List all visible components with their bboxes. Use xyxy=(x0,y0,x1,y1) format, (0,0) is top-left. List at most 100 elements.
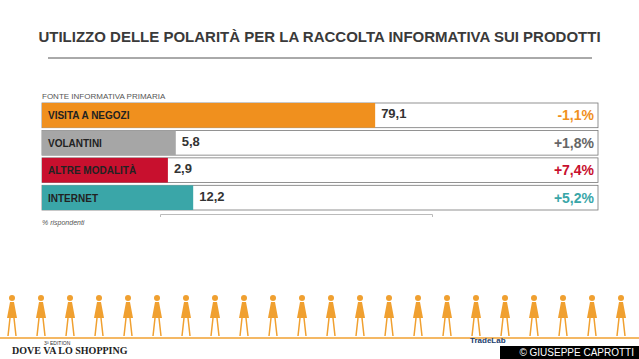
data-label: 12,2 xyxy=(199,189,224,204)
data-label: 2,9 xyxy=(174,161,192,176)
category-label: ALTRE MODALITÀ xyxy=(48,164,136,176)
silhouette-legs xyxy=(414,318,422,336)
silhouette-head xyxy=(560,295,566,301)
credit-box xyxy=(500,346,639,359)
silhouette-head xyxy=(531,295,537,301)
silhouette-body xyxy=(471,302,481,318)
silhouettes xyxy=(7,295,626,336)
silhouette-legs xyxy=(37,318,45,336)
title-rule xyxy=(48,58,592,59)
silhouette-head xyxy=(328,295,334,301)
silhouette-legs xyxy=(443,318,451,336)
silhouette-body xyxy=(123,302,133,318)
silhouette-body xyxy=(616,302,626,318)
silhouette-head xyxy=(9,295,15,301)
category-label: VISITA A NEGOZI xyxy=(48,110,130,121)
silhouette-body xyxy=(297,302,307,318)
rows xyxy=(42,103,598,210)
silhouette-body xyxy=(355,302,365,318)
silhouette-legs xyxy=(298,318,306,336)
chart: UTILIZZO DELLE POLARITÀ PER LA RACCOLTA … xyxy=(0,0,639,359)
silhouette-head xyxy=(154,295,160,301)
change-label: +1,8% xyxy=(554,135,595,151)
silhouette-head xyxy=(183,295,189,301)
category-label: INTERNET xyxy=(48,193,98,204)
silhouette-legs xyxy=(501,318,509,336)
x-axis xyxy=(161,215,433,218)
silhouette-legs xyxy=(153,318,161,336)
silhouette-legs xyxy=(530,318,538,336)
bars xyxy=(160,103,375,210)
silhouette-body xyxy=(239,302,249,318)
category-label: VOLANTINI xyxy=(48,138,102,149)
change-label: +5,2% xyxy=(554,190,595,206)
silhouette-legs xyxy=(124,318,132,336)
label-box xyxy=(42,130,160,155)
silhouette-head xyxy=(270,295,276,301)
silhouette-body xyxy=(94,302,104,318)
footer-brand: DOVE VA LO SHOPPING xyxy=(12,345,128,356)
bar xyxy=(160,103,375,128)
silhouette-head xyxy=(212,295,218,301)
silhouette-legs xyxy=(8,318,16,336)
silhouette-body xyxy=(384,302,394,318)
silhouette-body xyxy=(500,302,510,318)
silhouette-legs xyxy=(472,318,480,336)
row-frame xyxy=(42,185,598,210)
silhouette-head xyxy=(444,295,450,301)
silhouette-legs xyxy=(385,318,393,336)
silhouette-body xyxy=(326,302,336,318)
silhouette-legs xyxy=(182,318,190,336)
footer-rule xyxy=(0,337,639,339)
silhouette-body xyxy=(7,302,17,318)
silhouette-legs xyxy=(588,318,596,336)
silhouette-head xyxy=(589,295,595,301)
silhouette-body xyxy=(442,302,452,318)
row-frame xyxy=(42,103,598,128)
subtitle: FONTE INFORMATIVA PRIMARIA xyxy=(42,92,166,101)
row-frame xyxy=(42,130,598,155)
silhouette-legs xyxy=(95,318,103,336)
silhouette-head xyxy=(241,295,247,301)
silhouette-legs xyxy=(327,318,335,336)
bar xyxy=(160,130,176,155)
silhouette-body xyxy=(36,302,46,318)
label-box xyxy=(42,103,160,128)
footer-partner: TradeLab xyxy=(470,336,506,345)
silhouette-body xyxy=(210,302,220,318)
data-label: 5,8 xyxy=(182,134,200,149)
title: UTILIZZO DELLE POLARITÀ PER LA RACCOLTA … xyxy=(38,28,600,45)
note: % rispondenti xyxy=(42,219,85,227)
silhouette-body xyxy=(152,302,162,318)
silhouette-head xyxy=(386,295,392,301)
silhouette-body xyxy=(529,302,539,318)
silhouette-head xyxy=(96,295,102,301)
texts: VISITA A NEGOZI79,1-1,1%VOLANTINI5,8+1,8… xyxy=(48,106,595,205)
row-frame xyxy=(42,158,598,183)
silhouette-legs xyxy=(356,318,364,336)
silhouette-head xyxy=(357,295,363,301)
silhouette-head xyxy=(502,295,508,301)
silhouette-legs xyxy=(240,318,248,336)
silhouette-head xyxy=(67,295,73,301)
silhouette-head xyxy=(299,295,305,301)
change-label: +7,4% xyxy=(554,162,595,178)
footer-credit: © GIUSEPPE CAPROTTI xyxy=(519,347,634,358)
axis-line xyxy=(161,215,433,218)
silhouette-head xyxy=(618,295,624,301)
bar xyxy=(160,185,193,210)
data-label: 79,1 xyxy=(381,106,406,121)
silhouette-body xyxy=(65,302,75,318)
silhouette-head xyxy=(473,295,479,301)
silhouette-legs xyxy=(559,318,567,336)
silhouette-body xyxy=(181,302,191,318)
label-box xyxy=(42,158,160,183)
silhouette-body xyxy=(413,302,423,318)
label-box xyxy=(42,185,160,210)
silhouette-body xyxy=(268,302,278,318)
silhouette-body xyxy=(587,302,597,318)
silhouette-legs xyxy=(269,318,277,336)
bar xyxy=(160,158,168,183)
silhouette-legs xyxy=(66,318,74,336)
silhouette-head xyxy=(125,295,131,301)
